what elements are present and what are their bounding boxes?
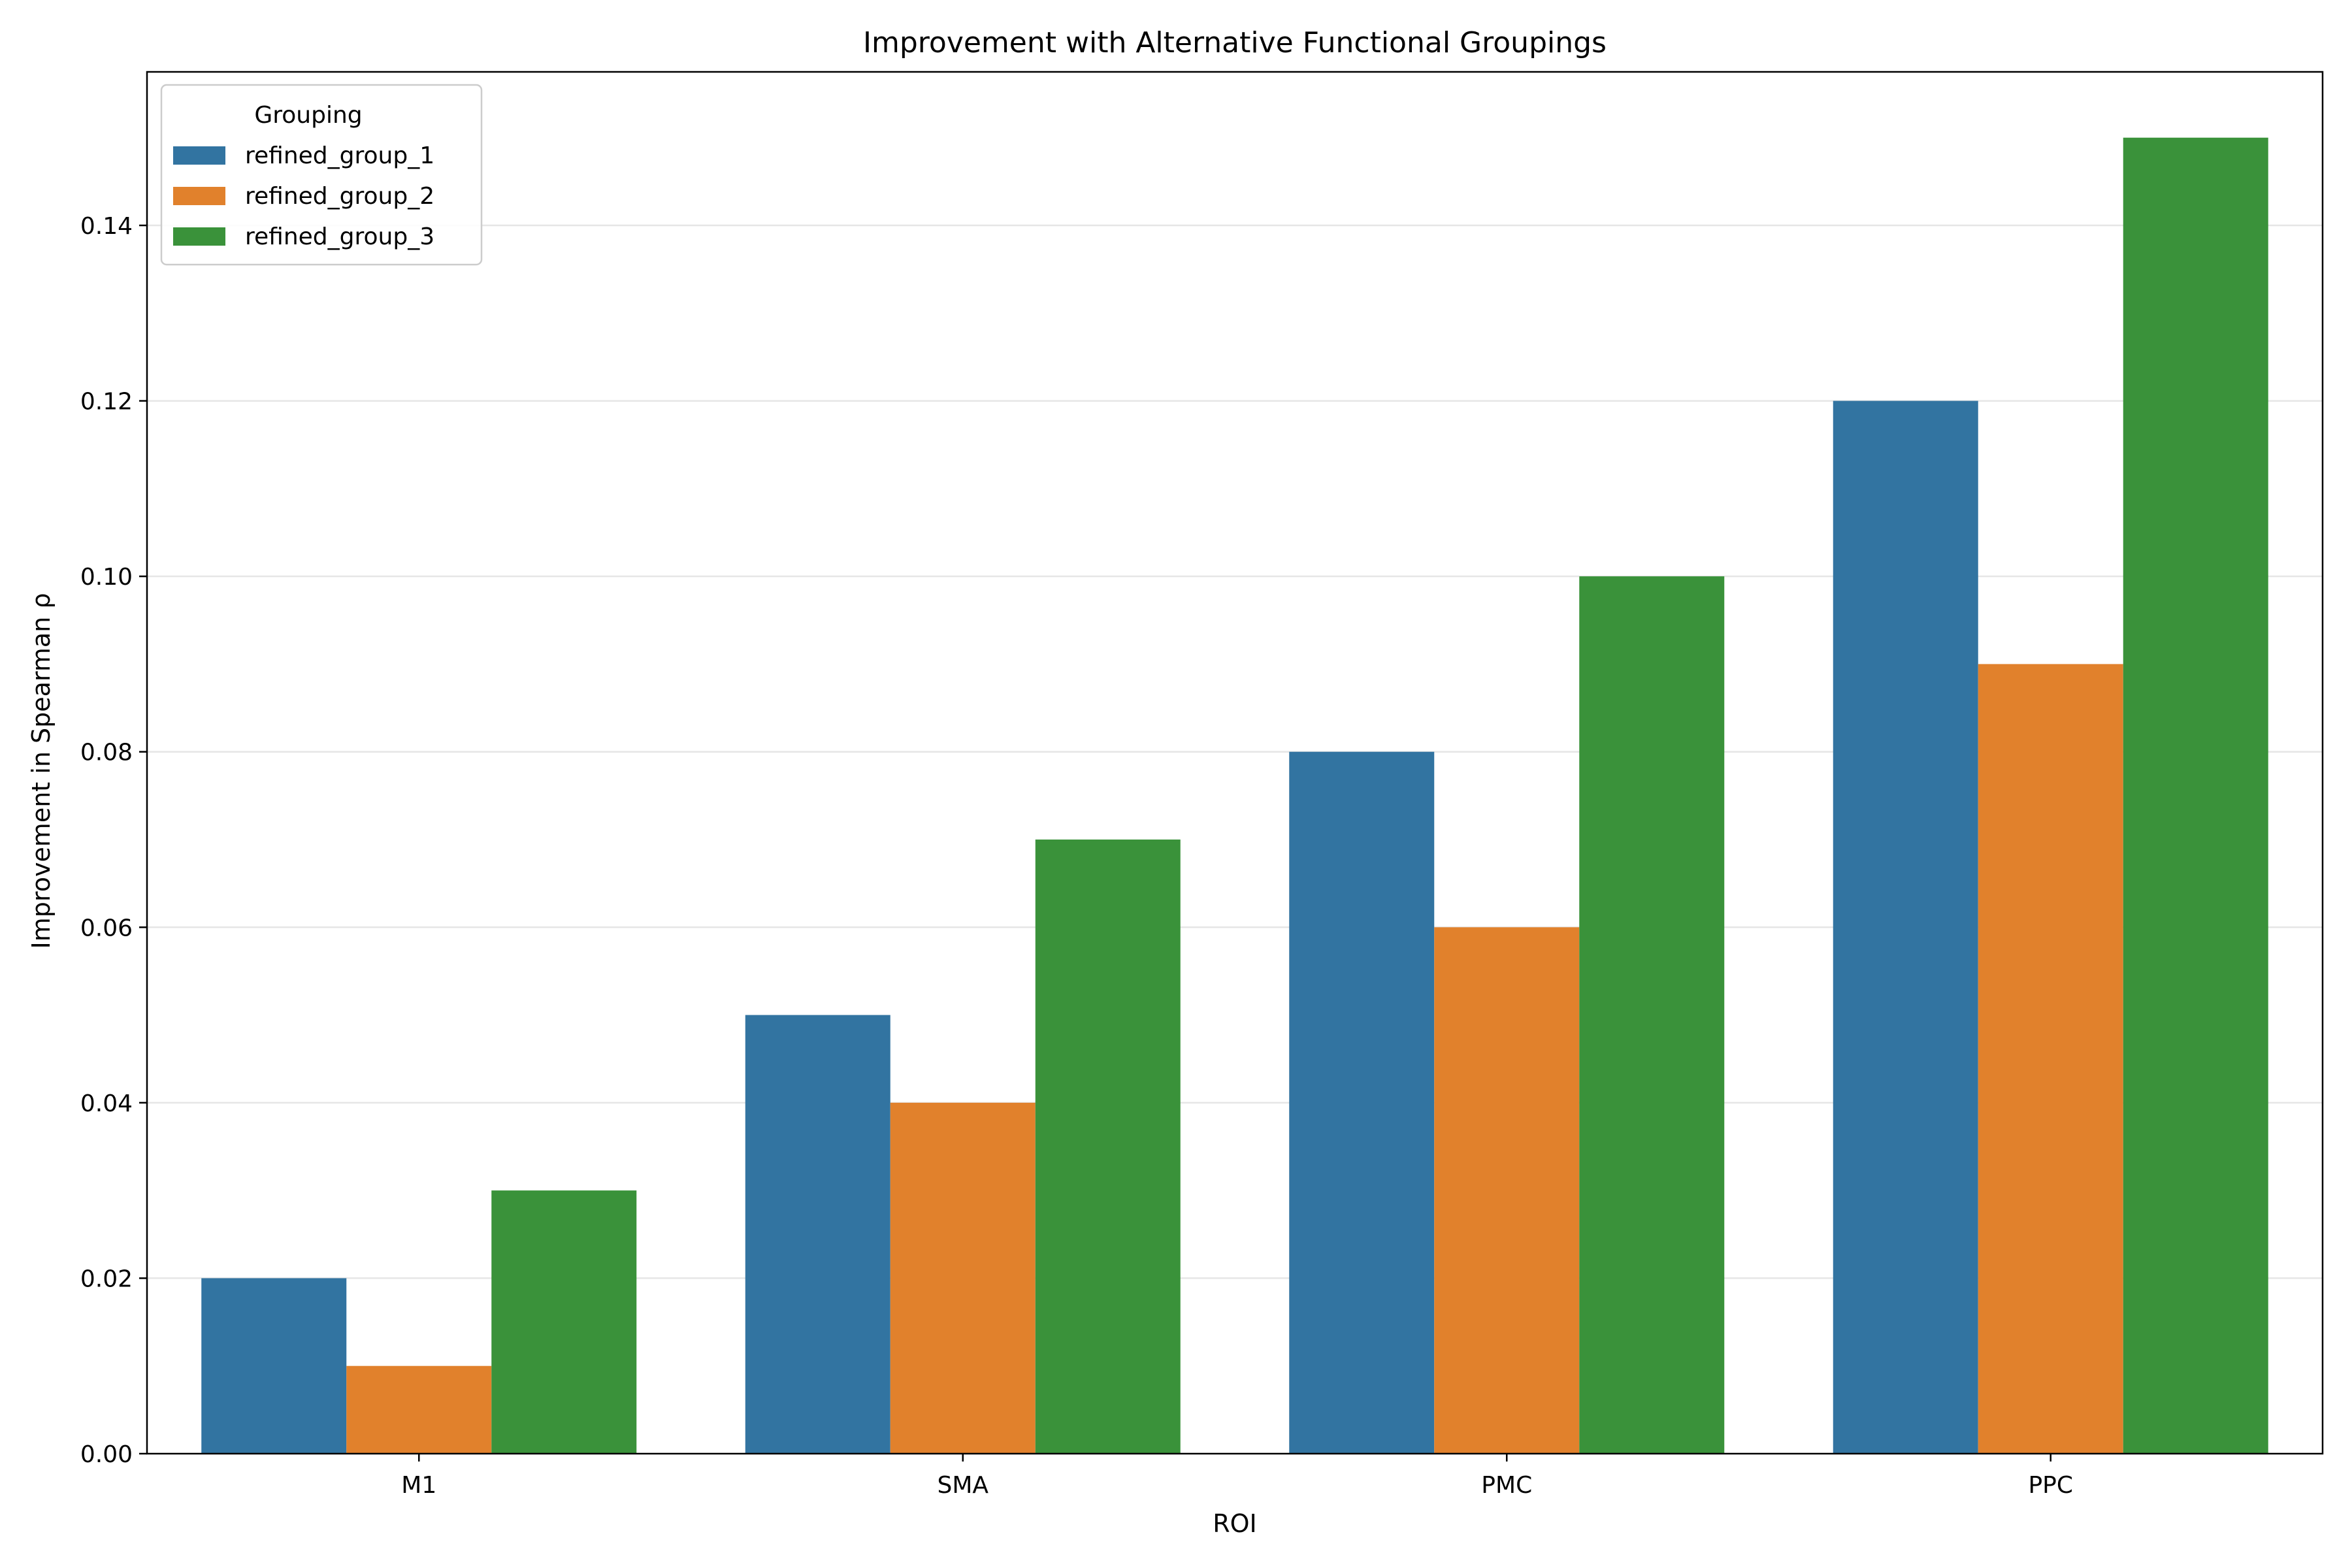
legend: Grouping refined_group_1 refined_group_2re… [160,84,483,266]
legend-swatch-refined_group_2 [173,187,225,205]
plot-frame [146,71,2324,1455]
bar-refined_group_3-SMA [1035,840,1181,1454]
bar-refined_group_1-PMC [1289,751,1435,1454]
legend-swatch-refined_group_3 [173,227,225,246]
x-tick-label: SMA [937,1472,988,1499]
y-axis-title: Improvement in Spearman ρ [27,593,56,949]
axes [146,71,2324,1455]
legend-box [160,84,483,266]
legend-label-refined_group_2: refined_group_2 [245,183,434,210]
bar-refined_group_1-SMA [745,1015,890,1454]
y-tick-label: 0.12 [80,389,133,416]
x-axis-title: ROI [1213,1509,1257,1538]
y-tick-label: 0.04 [80,1090,133,1117]
y-tick-label: 0.10 [80,564,133,591]
legend-title: Grouping [254,102,362,129]
x-tick-label: M1 [401,1472,436,1499]
legend-label-refined_group_3: refined_group_3 [245,223,434,250]
legend-label-refined_group_1: refined_group_1 [245,142,434,169]
ticks: 0.00 0.02 0.04 0.06 0.08 0.10 0.12 0.14 M1 SMA PMC… [80,213,2073,1499]
bar-refined_group_2-M1 [346,1365,492,1454]
x-tick-label: PMC [1481,1472,1532,1499]
bars [201,137,2268,1454]
bar-refined_group_2-SMA [890,1102,1036,1454]
bar-refined_group_1-M1 [201,1278,347,1454]
x-tick-label: PPC [2028,1472,2073,1499]
y-tick-label: 0.14 [80,213,133,240]
y-tick-label: 0.08 [80,740,133,766]
bar-refined_group_3-PPC [2123,137,2268,1454]
bar-refined_group_1-PPC [1833,400,1978,1454]
bar-refined_group_2-PPC [1978,664,2123,1454]
bar-refined_group_3-M1 [491,1190,637,1454]
y-tick-label: 0.06 [80,915,133,941]
y-tick-label: 0.00 [80,1441,133,1468]
y-tick-label: 0.02 [80,1266,133,1292]
bar-refined_group_2-PMC [1434,927,1580,1454]
bar-refined_group_3-PMC [1579,576,1725,1454]
legend-swatch-refined_group_1 [173,146,225,165]
chart-title: Improvement with Alternative Functional … [863,26,1607,59]
